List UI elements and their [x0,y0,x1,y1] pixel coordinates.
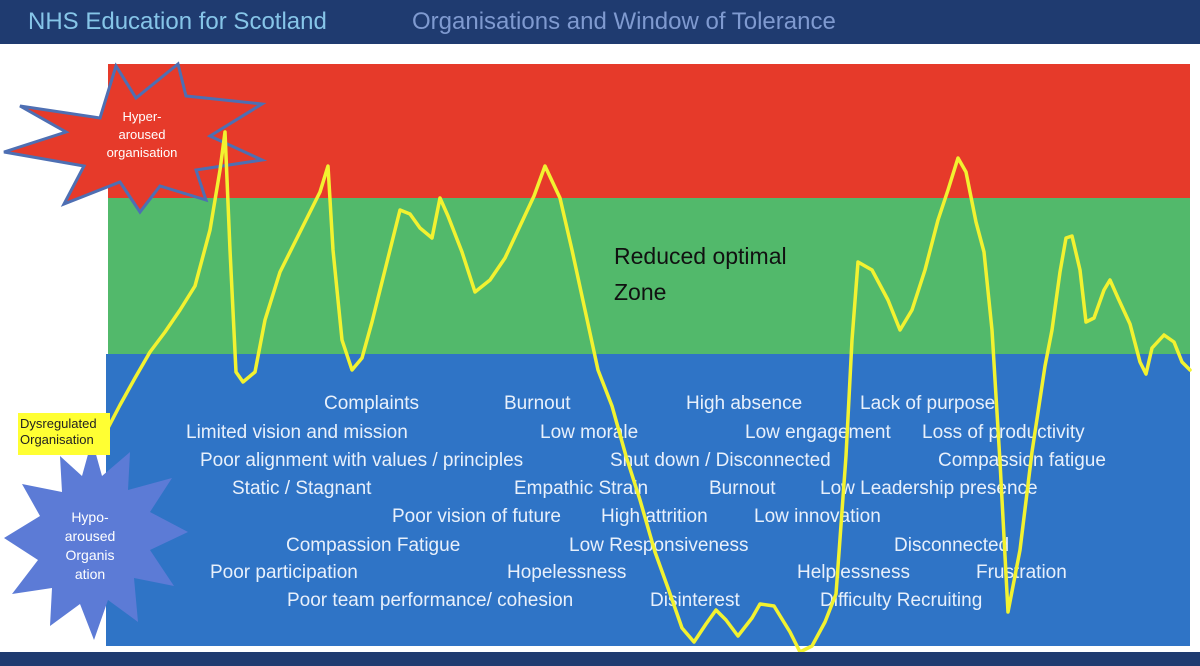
term-hopelessness: Hopelessness [507,562,627,583]
term-low-morale: Low morale [540,422,639,443]
hypo-label-line4: ation [74,566,106,582]
term-limited-vision: Limited vision and mission [186,422,408,443]
term-disconnected: Disconnected [894,535,1010,556]
hyper-aroused-zone [108,64,1190,198]
term-high-absence: High absence [686,393,803,414]
term-shut-down: Shut down / Disconnected [610,450,831,471]
term-empathic-strain: Empathic Strain [514,478,649,499]
term-burnout-2: Burnout [709,478,776,499]
term-high-attrition: High attrition [601,506,708,527]
term-compassion-fatigue: Compassion Fatigue [286,535,461,556]
dysregulated-label-line1: Dysregulated [20,416,97,431]
term-poor-participation: Poor participation [210,562,358,583]
term-compassion-fatigue-lower: Compassion fatigue [938,450,1106,471]
hyper-starburst [3,61,268,215]
arousal-line [106,130,1192,654]
term-low-innovation: Low innovation [754,506,881,527]
term-helplessness: Helplessness [797,562,910,583]
term-low-responsiveness: Low Responsiveness [569,535,749,556]
hyper-label-line1: Hyper- [122,109,162,124]
term-poor-vision: Poor vision of future [392,506,561,527]
header-bar: NHS Education for Scotland Organisations… [0,0,1200,44]
term-frustration: Frustration [976,562,1067,583]
hypo-label-line1: Hypo- [71,509,109,525]
optimal-zone [108,198,1190,354]
hypo-aroused-label: Hypo- aroused Organis ation [48,508,132,584]
term-loss-of-productivity: Loss of productivity [922,422,1085,443]
hyper-label-line3: organisation [106,145,178,160]
hypo-label-line2: aroused [64,528,116,544]
hyper-label-line2: aroused [118,127,166,142]
optimal-zone-label: Reduced optimal Zone [614,238,854,310]
term-complaints: Complaints [324,393,420,414]
hypo-label-line3: Organis [65,547,115,563]
optimal-zone-label-line2: Zone [614,279,667,305]
term-lack-of-purpose: Lack of purpose [860,393,996,414]
footer-bar [0,652,1200,666]
slide-title: Organisations and Window of Tolerance [412,8,836,35]
term-burnout: Burnout [504,393,571,414]
term-static-stagnant: Static / Stagnant [232,478,372,499]
brand-title: NHS Education for Scotland [28,8,327,35]
term-poor-alignment: Poor alignment with values / principles [200,450,524,471]
optimal-zone-label-line1: Reduced optimal [614,243,787,269]
dysregulated-label-line2: Organisation [20,432,94,447]
term-low-engagement: Low engagement [745,422,891,443]
term-poor-team-performance: Poor team performance/ cohesion [287,590,574,611]
term-difficulty-recruiting: Difficulty Recruiting [820,590,983,611]
dysregulated-label: Dysregulated Organisation [18,413,110,455]
hyper-aroused-label: Hyper- aroused organisation [92,108,192,162]
hypo-starburst [4,440,188,640]
term-low-leadership: Low Leadership presence [820,478,1038,499]
